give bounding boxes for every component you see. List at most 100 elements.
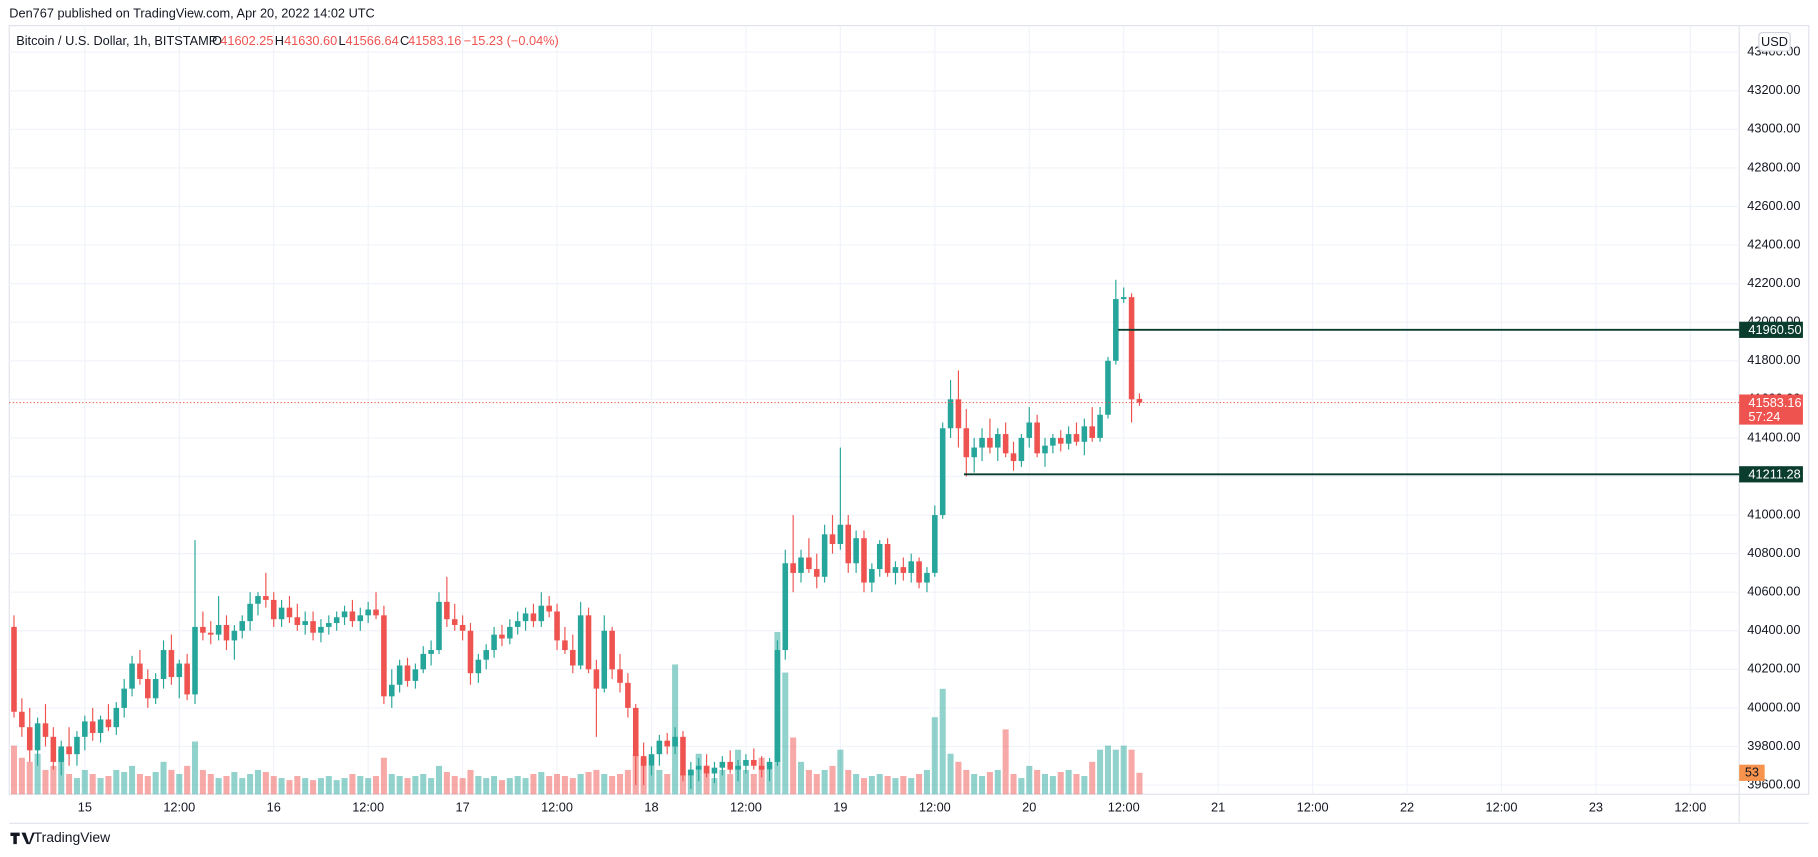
volume-bar: [412, 776, 419, 795]
volume-bar: [1112, 749, 1119, 795]
candle-body: [695, 765, 702, 770]
x-tick-label: 12:00: [1297, 800, 1329, 815]
candle-body: [82, 721, 88, 737]
candle-body: [58, 746, 65, 762]
legend-letter: C: [400, 33, 409, 48]
y-tick-label: 40200.00: [1747, 661, 1800, 676]
volume-bar: [554, 774, 561, 795]
x-tick-label: 12:00: [1486, 800, 1518, 815]
currency-button[interactable]: [1758, 31, 1791, 52]
candle-body: [735, 765, 741, 770]
volume-bar: [986, 771, 993, 795]
candle-body: [711, 767, 718, 774]
candle-body: [648, 754, 655, 766]
candle-body: [412, 669, 419, 681]
candle-body: [381, 615, 387, 697]
volume-bar: [1081, 776, 1088, 795]
candle-body: [270, 599, 277, 620]
candle-body: [546, 605, 552, 612]
logo-icon: [10, 832, 35, 845]
candle-body: [554, 611, 560, 641]
x-tick-label: 23: [1589, 800, 1603, 815]
candle-body: [310, 621, 316, 633]
volume-bar: [1041, 774, 1049, 795]
candle-body: [625, 682, 631, 708]
candle-body: [444, 601, 450, 620]
candle-body: [861, 538, 867, 583]
volume-bar: [805, 769, 812, 795]
candle-body: [1034, 422, 1040, 454]
candle-body: [1073, 434, 1080, 442]
legend-value: 41583.16: [408, 33, 461, 48]
volume-bar: [530, 774, 537, 795]
volume-bar: [168, 769, 175, 795]
candle-body: [168, 650, 175, 678]
volume-bar: [782, 672, 789, 795]
volume-bar: [239, 778, 246, 795]
symbol-legend: Bitcoin / U.S. Dollar, 1h, BITSTAMP: [16, 33, 217, 48]
candle-body: [916, 561, 922, 583]
x-tick-label: 19: [833, 800, 847, 815]
candle-body: [758, 765, 765, 770]
volume-bar: [97, 778, 104, 795]
price-line-label: 41960.50: [1748, 322, 1801, 337]
candle-body: [892, 567, 899, 573]
currency-label: USD: [1761, 34, 1788, 49]
publish-header: Den767 published on TradingView.com, Apr…: [9, 5, 375, 20]
candle-body: [74, 736, 80, 755]
candle-body: [129, 663, 135, 689]
candle-body: [1026, 422, 1033, 438]
volume-bar: [310, 780, 317, 795]
volume-bar: [1097, 749, 1104, 795]
volume-bar: [491, 776, 498, 795]
volume-bar: [798, 761, 805, 795]
volume-bar: [50, 765, 57, 795]
volume-bar: [215, 778, 222, 795]
candle-body: [1065, 434, 1072, 444]
candle-body: [97, 719, 104, 733]
volume-bar: [1002, 729, 1009, 795]
volume-bar: [1010, 774, 1017, 795]
y-tick-label: 41400.00: [1747, 429, 1800, 444]
volume-bar: [121, 771, 128, 795]
candle-body: [1128, 297, 1135, 400]
candle-body: [688, 769, 694, 776]
candle-body: [507, 626, 513, 639]
legend-value: 41602.25: [220, 33, 273, 48]
candle-body: [727, 761, 733, 770]
candle-body: [585, 615, 592, 670]
x-tick-label: 20: [1022, 800, 1036, 815]
volume-bar: [884, 776, 891, 795]
volume-bar: [664, 774, 671, 795]
volume-bar: [42, 769, 49, 795]
candle-body: [200, 626, 206, 633]
candle-body: [152, 678, 159, 699]
volume-bar: [1018, 778, 1025, 795]
candle-body: [924, 572, 930, 583]
volume-bar: [365, 778, 372, 795]
candle-body: [601, 630, 608, 689]
y-tick-label: 42400.00: [1747, 236, 1800, 251]
volume-bar: [821, 769, 828, 795]
volume-bar: [89, 774, 96, 795]
volume-bar: [333, 780, 340, 795]
candle-body: [42, 723, 49, 737]
volume-bar: [1034, 769, 1041, 795]
candle-body: [231, 630, 238, 641]
volume-bar: [522, 778, 529, 795]
volume-bar: [931, 717, 938, 795]
candle-body: [640, 756, 647, 766]
candle-body: [782, 563, 789, 651]
x-tick-label: 12:00: [163, 800, 195, 815]
candle-body: [813, 569, 820, 577]
volume-bar: [923, 769, 930, 795]
volume-bar: [286, 780, 293, 795]
volume-label: 53: [1745, 765, 1759, 780]
volume-bar: [459, 778, 466, 795]
volume-bar: [656, 769, 663, 795]
candle-body: [349, 611, 356, 622]
y-tick-label: 39800.00: [1747, 738, 1800, 753]
volume-bar: [955, 761, 962, 795]
